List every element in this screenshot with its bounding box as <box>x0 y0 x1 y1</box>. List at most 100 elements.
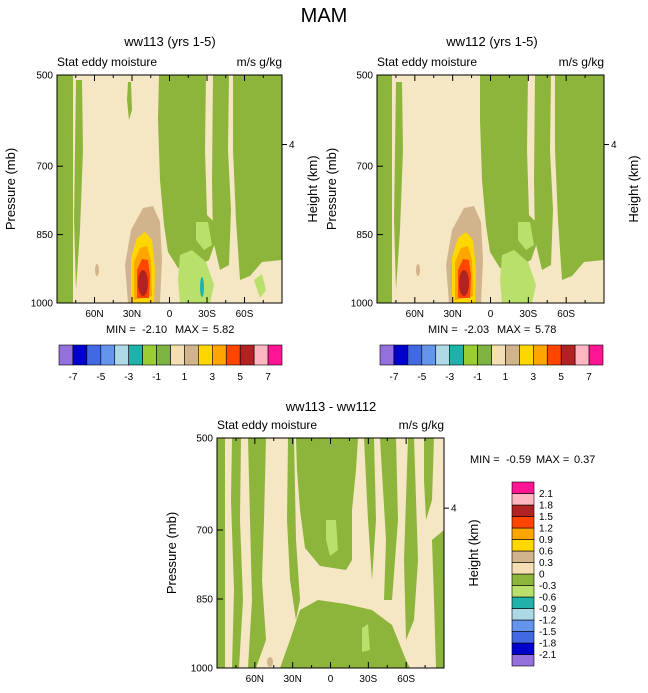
contour-fill <box>296 438 358 570</box>
contour-fill <box>394 82 403 290</box>
colorbar-label: 1 <box>182 372 188 383</box>
height-tick-label: 4 <box>611 140 617 151</box>
height-tick-label: 4 <box>451 504 457 515</box>
contour-fill <box>326 520 338 556</box>
contour-fill <box>178 250 214 303</box>
panel-title: ww112 (yrs 1-5) <box>445 34 538 49</box>
panel-right-label: m/s g/kg <box>399 418 444 432</box>
colorbar-swatch <box>511 550 535 563</box>
contour-fill <box>416 264 420 276</box>
colorbar-swatch <box>511 562 535 575</box>
x-tick-label: 60S <box>236 309 254 320</box>
colorbar-swatch <box>511 573 535 586</box>
contour-fill <box>500 250 536 303</box>
colorbar-swatch <box>511 654 535 667</box>
colorbar-swatch <box>435 344 450 366</box>
colorbar-label: 5 <box>237 372 243 383</box>
colorbar-swatch <box>393 344 409 366</box>
colorbar-swatch <box>463 344 478 366</box>
colorbar-swatch <box>511 493 535 506</box>
panel-left-label: Stat eddy moisture <box>217 418 317 432</box>
panel-diff: ww113 - ww112 Stat eddy moisture m/s g/k… <box>164 399 595 685</box>
colorbar-label: -0.9 <box>539 604 557 615</box>
colorbar-label: -5 <box>417 372 426 383</box>
y-tick-label: 850 <box>36 230 53 241</box>
colorbar-label: 0.9 <box>539 535 553 546</box>
stats-min-label: MIN = <box>428 324 458 336</box>
colorbar-label: 1.8 <box>539 501 553 512</box>
colorbar-label: -1.5 <box>539 627 557 638</box>
colorbar-label: -1.2 <box>539 616 557 627</box>
plot-area <box>376 74 605 304</box>
y-tick-label: 1000 <box>191 664 214 675</box>
colorbar-swatch <box>170 344 185 366</box>
colorbar-label: -7 <box>389 372 398 383</box>
figure-title: MAM <box>301 5 348 27</box>
y-tick-label: 1000 <box>351 299 374 310</box>
colorbar-label: 3 <box>210 372 216 383</box>
colorbar-label: 7 <box>265 372 271 383</box>
colorbar-swatch <box>253 344 269 366</box>
stats-max-value: 0.37 <box>574 454 595 466</box>
colorbar-label: 1.2 <box>539 524 553 535</box>
y-tick-label: 850 <box>356 230 373 241</box>
colorbar-swatch <box>407 344 423 366</box>
colorbar-swatch <box>511 642 535 655</box>
colorbar-swatch <box>511 631 535 644</box>
colorbar-swatch <box>511 619 535 632</box>
x-tick-label: 60N <box>406 309 424 320</box>
x-tick-label: 60N <box>246 674 264 685</box>
y-tick-label: 850 <box>196 595 213 606</box>
panel-ww112: ww112 (yrs 1-5) Stat eddy moisture m/s g… <box>324 34 641 336</box>
contour-fill <box>196 222 212 250</box>
colorbar-swatch <box>225 344 241 366</box>
x-tick-label: 0 <box>167 309 173 320</box>
colorbar-label: 1.5 <box>539 512 553 523</box>
panel-left-label: Stat eddy moisture <box>377 55 477 69</box>
stats-min-label: MIN = <box>470 454 500 466</box>
stats-max-label: MAX = <box>536 454 569 466</box>
y-tick-label: 500 <box>196 434 213 445</box>
colorbar-swatch <box>114 344 129 366</box>
y-tick-label: 1000 <box>31 299 54 310</box>
colorbar-swatch <box>156 344 171 366</box>
contour-fill <box>248 438 266 668</box>
colorbar-swatch <box>511 596 535 609</box>
contour-fill <box>518 222 534 250</box>
colorbar-label: -2.1 <box>539 650 557 661</box>
colorbar-swatch <box>505 344 520 366</box>
colorbar-label: -1.8 <box>539 639 557 650</box>
y-tick-label: 700 <box>196 526 213 537</box>
x-tick-label: 30N <box>283 674 301 685</box>
contour-fill <box>377 75 392 303</box>
colorbar-swatch <box>100 344 116 366</box>
x-tick-label: 60N <box>85 309 103 320</box>
stats-min-label: MIN = <box>106 324 136 336</box>
y-tick-label: 700 <box>356 162 373 173</box>
x-tick-label: 0 <box>328 674 334 685</box>
panel-right-label: m/s g/kg <box>559 55 604 69</box>
colorbar-swatch <box>511 527 535 540</box>
colorbar-label: 0.6 <box>539 547 553 558</box>
colorbar-label: 0.3 <box>539 558 553 569</box>
y-axis-label: Pressure (mb) <box>324 148 339 230</box>
colorbar-swatch <box>212 344 227 366</box>
colorbar-swatch <box>239 344 255 366</box>
colorbar-swatch <box>491 344 506 366</box>
colorbar-swatch <box>267 344 283 366</box>
contour-fill <box>362 624 370 652</box>
stats-max-label: MAX = <box>497 324 530 336</box>
y-tick-label: 500 <box>36 71 53 82</box>
colorbar-swatch <box>533 344 548 366</box>
contour-fill <box>280 600 410 668</box>
stats-max-label: MAX = <box>175 324 208 336</box>
colorbar-swatch <box>511 539 535 552</box>
panel-title: ww113 - ww112 <box>285 399 377 414</box>
colorbar-swatch <box>198 344 213 366</box>
y-axis-label: Pressure (mb) <box>164 512 179 594</box>
contour-fill <box>212 75 231 270</box>
colorbar-swatch <box>511 608 535 621</box>
y-axis-label: Pressure (mb) <box>3 148 18 230</box>
contour-fill <box>534 75 553 270</box>
